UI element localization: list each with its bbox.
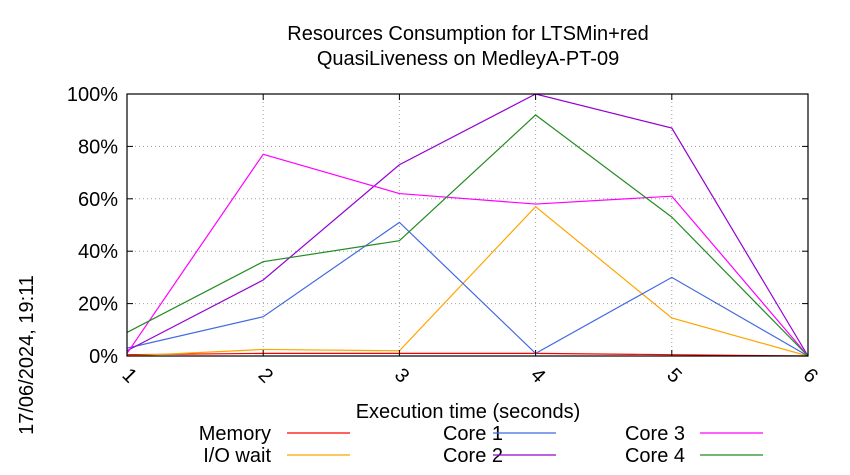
y-tick-label: 80%: [78, 136, 118, 158]
legend-entry-memory: Memory: [199, 423, 350, 445]
series-line-i-o-wait: [126, 205, 809, 357]
x-tick-labels: 1 2 3 4 5 6: [118, 94, 822, 387]
series-line-core-4: [126, 114, 809, 357]
x-tick-label: 3: [390, 364, 413, 387]
x-tick-label: 4: [526, 364, 549, 387]
legend-label: Memory: [199, 423, 271, 445]
legend-label: Core 3: [625, 423, 685, 445]
grid: [127, 94, 808, 356]
series-line-core-2: [126, 93, 809, 357]
y-tick-label: 100%: [67, 84, 118, 106]
y-tick-label: 60%: [78, 189, 118, 211]
y-tick-label: 40%: [78, 241, 118, 263]
plot-frame: [126, 93, 809, 357]
chart-title-line-1: Resources Consumption for LTSMin+red: [287, 23, 648, 45]
chart-title: Resources Consumption for LTSMin+red Qua…: [287, 23, 648, 70]
series-line-core-3: [126, 153, 809, 357]
x-tick-label: 5: [662, 364, 685, 387]
legend-label: Core 2: [443, 445, 503, 467]
legend-label: I/O wait: [203, 445, 271, 467]
series-line-memory: [126, 352, 809, 357]
series-lines: [126, 93, 809, 357]
legend-entry-core-4: Core 4: [625, 445, 763, 467]
y-tick-label: 0%: [89, 346, 118, 368]
x-tick-label: 1: [118, 364, 141, 387]
y-tick-label: 20%: [78, 294, 118, 316]
x-tick-label: 2: [254, 364, 277, 387]
legend-entry-core-3: Core 3: [625, 423, 763, 445]
legend-entry-core-1: Core 1: [443, 423, 556, 445]
legend-entry-i-o-wait: I/O wait: [203, 445, 350, 467]
x-axis-label: Execution time (seconds): [356, 401, 581, 423]
timestamp: 17/06/2024, 19:11: [16, 275, 38, 435]
series-line-core-1: [126, 221, 809, 357]
legend-label: Core 4: [625, 445, 685, 467]
y-tick-labels: 0% 20% 40% 60% 80% 100%: [67, 84, 808, 368]
chart-title-line-2: QuasiLiveness on MedleyA-PT-09: [317, 48, 619, 70]
legend-label: Core 1: [443, 423, 503, 445]
x-tick-label: 6: [799, 364, 822, 387]
legend-entry-core-2: Core 2: [443, 445, 556, 467]
